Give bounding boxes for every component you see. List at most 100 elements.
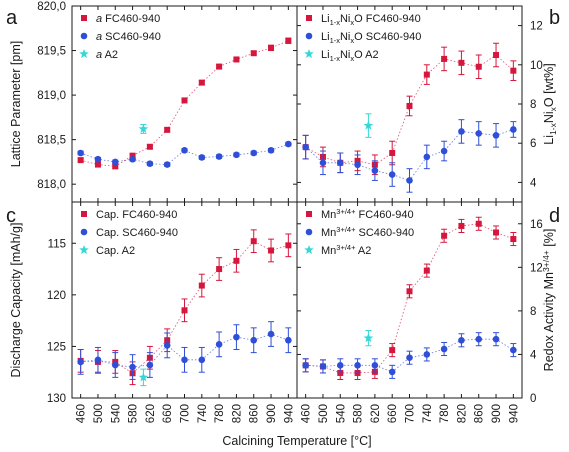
data-point — [363, 120, 374, 130]
legend-label: Mn3+/4+ SC460-940 — [321, 225, 414, 239]
data-point — [363, 333, 374, 343]
data-point — [250, 50, 257, 57]
data-point — [215, 153, 223, 160]
data-point — [233, 56, 240, 63]
data-point — [440, 147, 448, 155]
panel-c: c 115 120 125 130 460 500 540 580 620 660 700 740 780… — [6, 201, 298, 423]
data-point — [354, 369, 361, 376]
legend-label: Li1-xNixO A2 — [321, 49, 379, 63]
data-point — [146, 143, 153, 150]
y-tick-label: 819,5 — [37, 46, 66, 58]
legend-marker — [81, 211, 87, 217]
y-tick-label: 4 — [530, 349, 537, 361]
legend-marker — [80, 228, 88, 236]
data-point — [475, 130, 483, 137]
legend-label: Cap. A2 — [96, 245, 135, 257]
y-tick-label: 8 — [530, 306, 536, 318]
legend-marker — [79, 245, 89, 255]
data-point — [138, 123, 149, 133]
panel-letter: c — [6, 205, 16, 227]
series-cyan — [138, 368, 149, 387]
data-point — [77, 149, 84, 157]
x-tick-label: 620 — [145, 404, 157, 423]
data-point — [285, 37, 292, 44]
data-point — [406, 288, 413, 295]
y-tick-label: 10 — [530, 60, 543, 72]
y-tick-label: 115 — [48, 238, 66, 250]
legend-entry: Li1-xNixO FC460-940 — [306, 13, 421, 27]
data-point — [423, 153, 431, 161]
legend-label: Mn3+/4+ FC460-940 — [321, 207, 414, 221]
series-red — [77, 37, 292, 170]
data-point — [233, 257, 240, 264]
y-tick-label: 819,0 — [37, 90, 66, 102]
data-point — [77, 358, 84, 366]
data-point — [94, 161, 101, 168]
legend-entry: a SC460-940 — [80, 31, 161, 43]
data-point — [285, 336, 292, 344]
data-point — [267, 330, 275, 338]
data-point — [77, 157, 84, 164]
data-point — [475, 220, 482, 227]
x-tick-label: 620 — [370, 404, 382, 423]
y-tick-label: 818,0 — [37, 179, 66, 191]
y-tick-label: 120 — [47, 290, 66, 302]
x-tick-label: 740 — [197, 404, 209, 423]
legend-label: Cap. SC460-940 — [96, 227, 178, 239]
data-point — [319, 363, 327, 370]
data-point — [336, 362, 344, 369]
y-axis-label: Li1-xNixO [wt%] — [542, 63, 558, 144]
x-tick-label: 500 — [318, 404, 330, 423]
data-point — [388, 368, 396, 376]
x-tick-label: 460 — [301, 404, 313, 423]
data-point — [458, 222, 465, 229]
legend-label: a A2 — [96, 49, 118, 61]
y-axis-label: Lattice Parameter [pm] — [9, 41, 23, 167]
data-point — [302, 143, 309, 151]
legend-marker — [306, 15, 312, 21]
data-point — [388, 171, 396, 178]
data-point — [492, 132, 500, 139]
legend-entry: Cap. SC460-940 — [80, 227, 178, 239]
data-point — [493, 229, 500, 236]
legend-entry: Cap. FC460-940 — [81, 209, 177, 221]
x-tick-label: 580 — [353, 404, 365, 423]
panel-letter: a — [6, 7, 18, 29]
x-tick-label: 540 — [335, 404, 347, 423]
x-tick-label: 900 — [491, 404, 503, 423]
y-tick-label: 820,0 — [37, 1, 66, 13]
panel-a: a 818,0 818,5 819,0 819,5 820,0 Lattice Parame… — [6, 1, 298, 203]
series-blue — [77, 321, 292, 380]
x-tick-label: 940 — [508, 404, 520, 423]
legend-entry: Mn3+/4+ SC460-940 — [305, 225, 414, 239]
data-point — [423, 71, 430, 78]
series-cyan — [363, 329, 374, 347]
data-point — [250, 149, 258, 157]
y-tick-label: 8 — [530, 99, 536, 111]
data-point — [94, 356, 102, 364]
y-tick-label: 12 — [530, 262, 543, 274]
x-tick-label: 580 — [128, 404, 140, 423]
data-point — [458, 128, 465, 135]
data-point — [510, 67, 517, 74]
data-point — [146, 361, 154, 369]
x-tick-label: 740 — [422, 404, 434, 423]
data-point — [441, 232, 448, 239]
legend-entry: Mn3+/4+ FC460-940 — [306, 207, 414, 221]
data-point — [215, 341, 223, 348]
legend-marker — [79, 49, 89, 59]
data-point — [146, 160, 154, 167]
data-point — [440, 345, 448, 353]
data-point — [181, 97, 188, 104]
y-tick-label: 130 — [47, 393, 66, 405]
data-point — [216, 63, 223, 70]
panel-letter: d — [549, 205, 560, 227]
x-tick-label: 540 — [110, 404, 122, 423]
data-point — [406, 102, 413, 109]
series-cyan — [138, 123, 149, 134]
data-point — [198, 79, 205, 86]
data-point — [510, 236, 517, 243]
legend-marker — [305, 228, 313, 236]
data-point — [423, 351, 431, 358]
data-point — [181, 356, 188, 364]
